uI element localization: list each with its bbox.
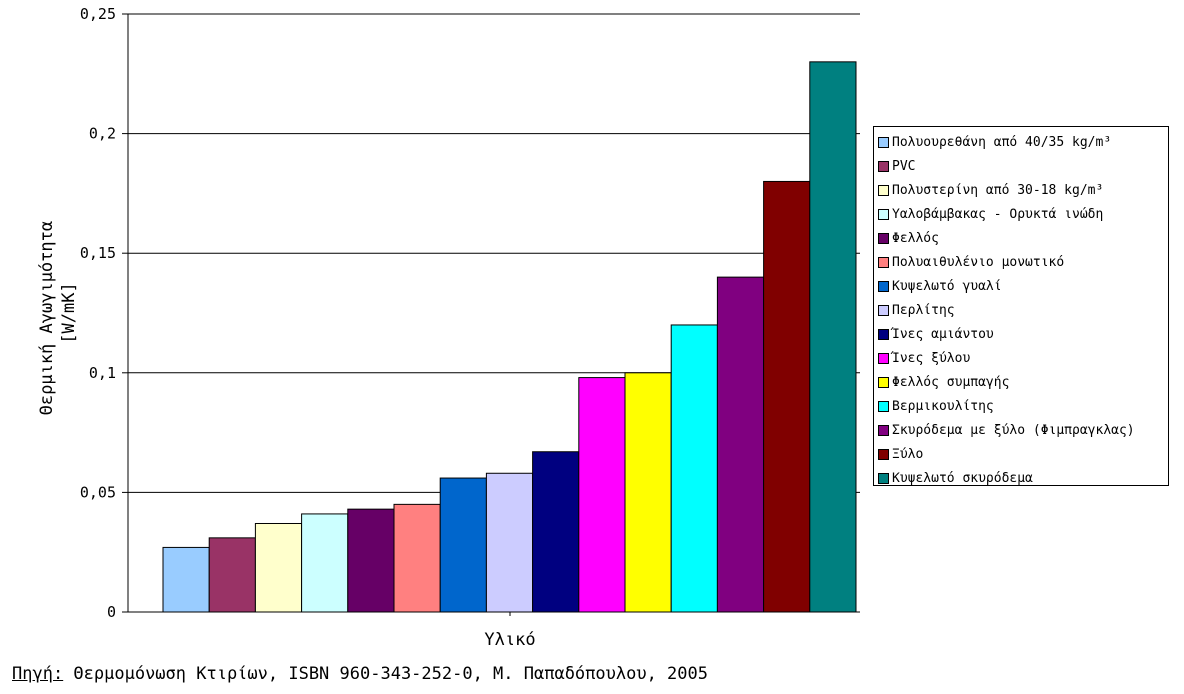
legend-label: Ίνες ξύλου <box>892 350 971 366</box>
legend-swatch <box>878 304 889 316</box>
legend-label: Κυψελωτό σκυρόδεμα <box>892 470 1033 486</box>
legend-swatch <box>878 256 889 268</box>
legend-swatch <box>878 376 889 388</box>
legend-label: Πολυαιθυλένιο μονωτικό <box>892 254 1065 270</box>
source-text: Θερμομόνωση Κτιρίων, ISBN 960-343-252-0,… <box>63 664 708 684</box>
bar-4 <box>301 513 349 613</box>
bar-14 <box>763 180 811 613</box>
legend-item: Ίνες ξύλου <box>874 346 1168 370</box>
legend-item: Υαλοβάμβακας - Ορυκτά ινώδη <box>874 202 1168 226</box>
legend-swatch <box>878 400 889 412</box>
legend-item: Φελλός συμπαγής <box>874 370 1168 394</box>
bar-9 <box>532 451 580 613</box>
y-axis-title: Θερμική Αγωγιμότητα [W/mK] <box>37 211 79 416</box>
legend-label: Βερμικουλίτης <box>892 398 994 414</box>
legend-label: Υαλοβάμβακας - Ορυκτά ινώδη <box>892 206 1104 222</box>
bar-2 <box>208 537 256 613</box>
bar-11 <box>624 372 672 613</box>
y-tick-label: 0,1 <box>89 364 116 382</box>
legend-swatch <box>878 280 889 292</box>
source-label: Πηγή: <box>12 664 64 684</box>
y-axis-title-line1: Θερμική Αγωγιμότητα <box>37 221 57 415</box>
legend-swatch <box>878 136 889 148</box>
legend-item: Πολυαιθυλένιο μονωτικό <box>874 250 1168 274</box>
legend-item: Πολυουρεθάνη από 40/35 kg/m³ <box>874 130 1168 154</box>
bar-8 <box>485 472 534 613</box>
legend-label: Σκυρόδεμα με ξύλο (Φιμπραγκλας) <box>892 422 1135 438</box>
legend-item: Κυψελωτό σκυρόδεμα <box>874 466 1168 490</box>
legend-item: Ίνες αμιάντου <box>874 322 1168 346</box>
legend-swatch <box>878 208 889 220</box>
legend-swatch <box>878 328 889 340</box>
legend-swatch <box>878 160 889 172</box>
legend-label: Φελλός <box>892 230 939 246</box>
legend-label: Κυψελωτό γυαλί <box>892 278 1002 294</box>
legend-item: Βερμικουλίτης <box>874 394 1168 418</box>
y-tick-label: 0,25 <box>80 5 116 23</box>
bar-6 <box>393 503 441 613</box>
legend-item: Σκυρόδεμα με ξύλο (Φιμπραγκλας) <box>874 418 1168 442</box>
legend-label: Πολυουρεθάνη από 40/35 kg/m³ <box>892 134 1112 150</box>
legend-swatch <box>878 184 889 196</box>
legend: Πολυουρεθάνη από 40/35 kg/m³ PVC Πολυστερί… <box>873 126 1169 486</box>
bar-15 <box>809 61 857 613</box>
legend-item: Πολυστερίνη από 30-18 kg/m³ <box>874 178 1168 202</box>
legend-swatch <box>878 472 889 484</box>
legend-item: Φελλός <box>874 226 1168 250</box>
source-citation: Πηγή: Θερμομόνωση Κτιρίων, ISBN 960-343-… <box>12 664 708 684</box>
y-tick-labels: 0 0,05 0,1 0,15 0,2 0,25 <box>80 5 128 621</box>
bar-5 <box>347 508 395 613</box>
bar-10 <box>578 377 626 613</box>
legend-item: Κυψελωτό γυαλί <box>874 274 1168 298</box>
y-tick-label: 0 <box>107 603 116 621</box>
x-axis-title: Υλικό <box>484 630 535 650</box>
legend-swatch <box>878 232 889 244</box>
legend-item: Περλίτης <box>874 298 1168 322</box>
bar-1 <box>162 546 210 613</box>
legend-swatch <box>878 448 889 460</box>
legend-label: Ξύλο <box>892 446 924 462</box>
bar-7 <box>439 477 487 613</box>
bar-13 <box>716 276 765 613</box>
legend-label: Πολυστερίνη από 30-18 kg/m³ <box>892 182 1104 198</box>
bar-3 <box>254 522 303 613</box>
y-tick-label: 0,05 <box>80 483 116 501</box>
bar-12 <box>670 324 718 613</box>
legend-swatch <box>878 424 889 436</box>
legend-label: PVC <box>892 158 916 174</box>
bars <box>162 61 857 613</box>
y-tick-label: 0,15 <box>80 244 116 262</box>
legend-swatch <box>878 352 889 364</box>
legend-item: Ξύλο <box>874 442 1168 466</box>
y-axis-title-line2: [W/mK] <box>59 282 79 343</box>
legend-item: PVC <box>874 154 1168 178</box>
legend-label: Φελλός συμπαγής <box>892 374 1010 390</box>
axes <box>127 14 860 616</box>
legend-label: Περλίτης <box>892 302 955 318</box>
y-tick-label: 0,2 <box>89 125 116 143</box>
legend-label: Ίνες αμιάντου <box>892 326 994 342</box>
